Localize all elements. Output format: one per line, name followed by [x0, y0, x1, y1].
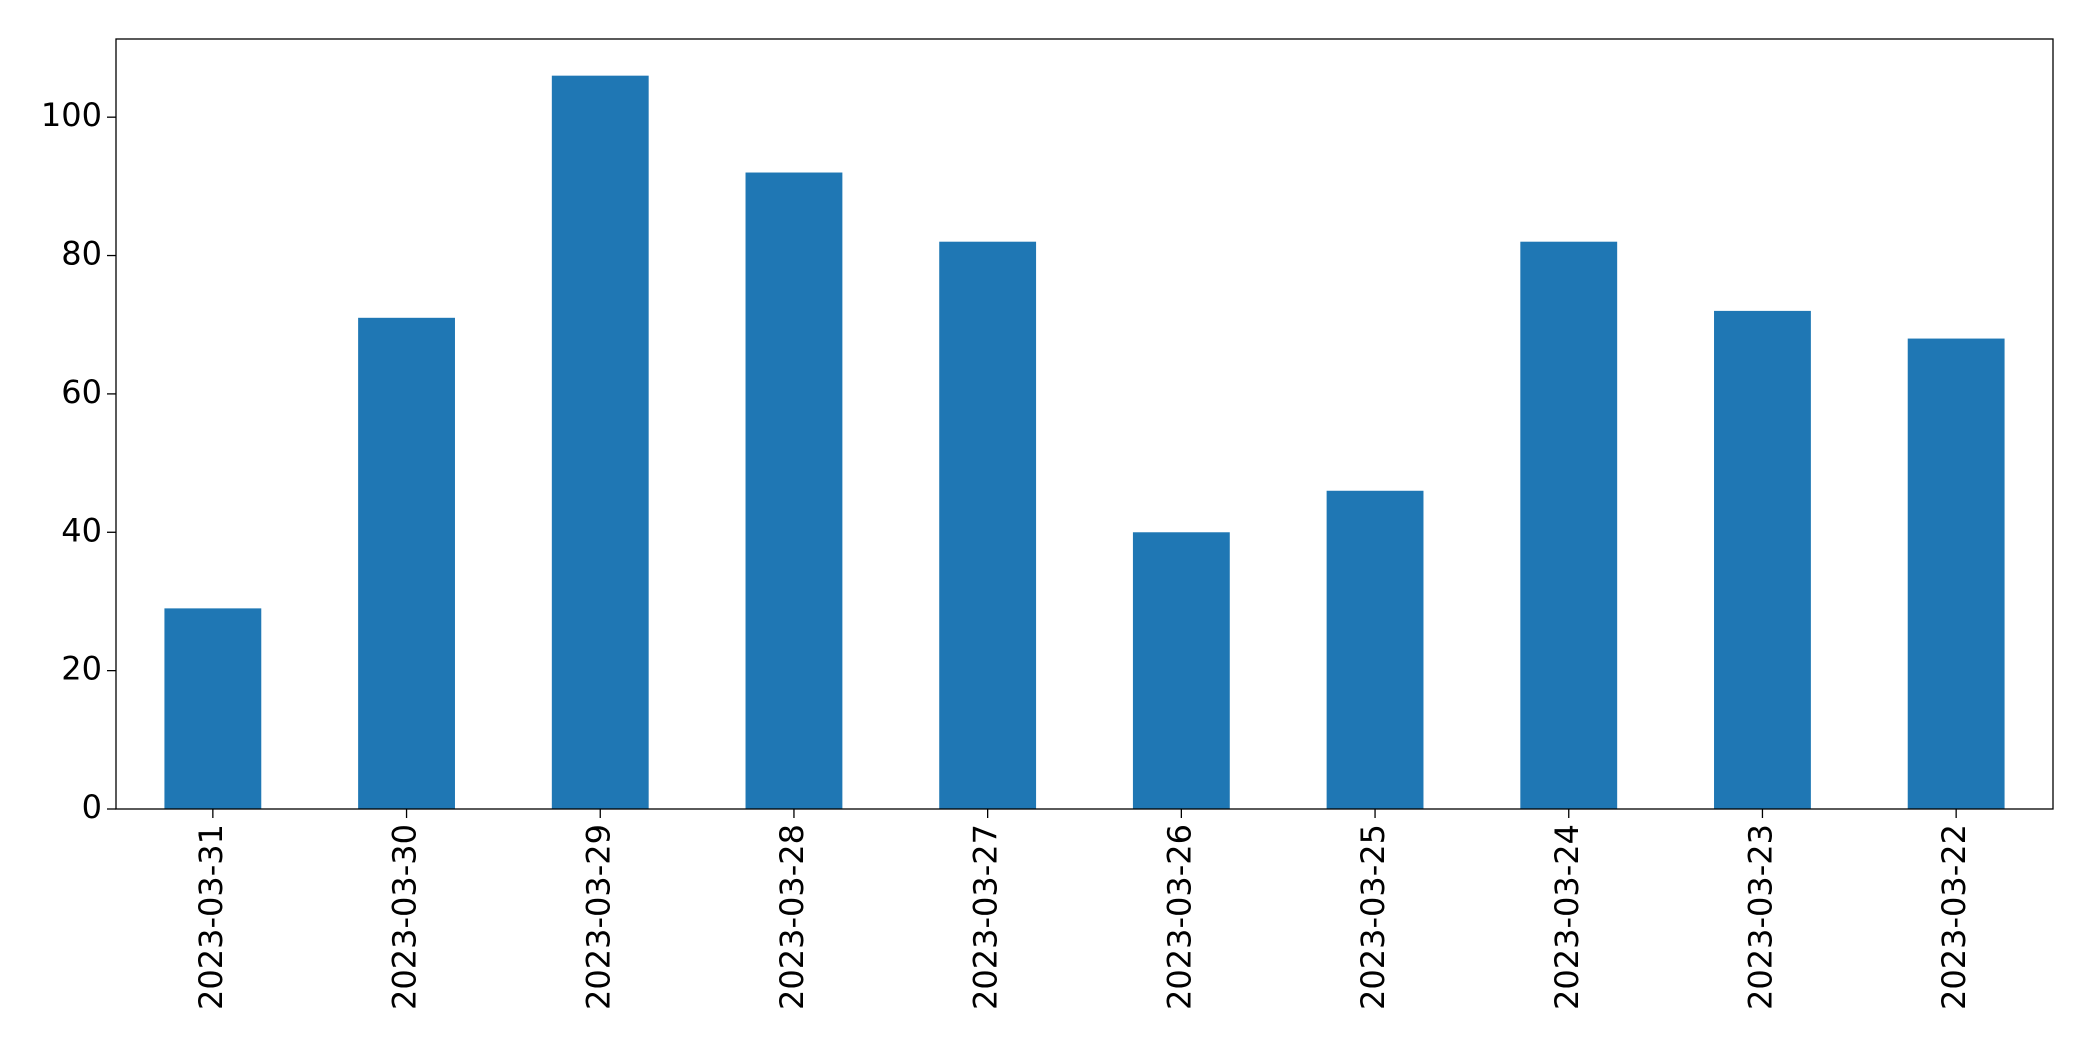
x-tick-label: 2023-03-22 — [1935, 824, 1973, 1010]
bar — [551, 75, 649, 809]
x-tick-label: 2023-03-26 — [1160, 824, 1198, 1010]
bar — [164, 608, 262, 809]
x-tick-label: 2023-03-23 — [1741, 824, 1779, 1010]
bar — [1326, 490, 1424, 809]
y-tick-label: 20 — [61, 650, 102, 688]
x-tick-label: 2023-03-31 — [192, 824, 230, 1010]
x-tick-label: 2023-03-29 — [579, 824, 617, 1010]
y-tick-label: 80 — [61, 235, 102, 273]
y-tick-label: 100 — [41, 96, 102, 134]
bar — [1907, 338, 2005, 809]
bar — [358, 317, 455, 809]
y-tick-label: 40 — [61, 511, 102, 549]
x-tick-label: 2023-03-25 — [1354, 824, 1392, 1010]
plot-frame — [115, 38, 2054, 810]
x-tick-label: 2023-03-28 — [773, 824, 811, 1010]
x-tick-label: 2023-03-30 — [386, 824, 424, 1010]
y-tick-label: 60 — [61, 373, 102, 411]
bar — [745, 172, 843, 809]
y-tick-label: 0 — [82, 788, 102, 826]
bar — [1132, 532, 1230, 809]
x-tick-label: 2023-03-24 — [1548, 824, 1586, 1010]
bar — [1714, 310, 1811, 809]
bar — [939, 241, 1037, 809]
x-tick-label: 2023-03-27 — [967, 824, 1005, 1010]
bar — [1520, 241, 1618, 809]
